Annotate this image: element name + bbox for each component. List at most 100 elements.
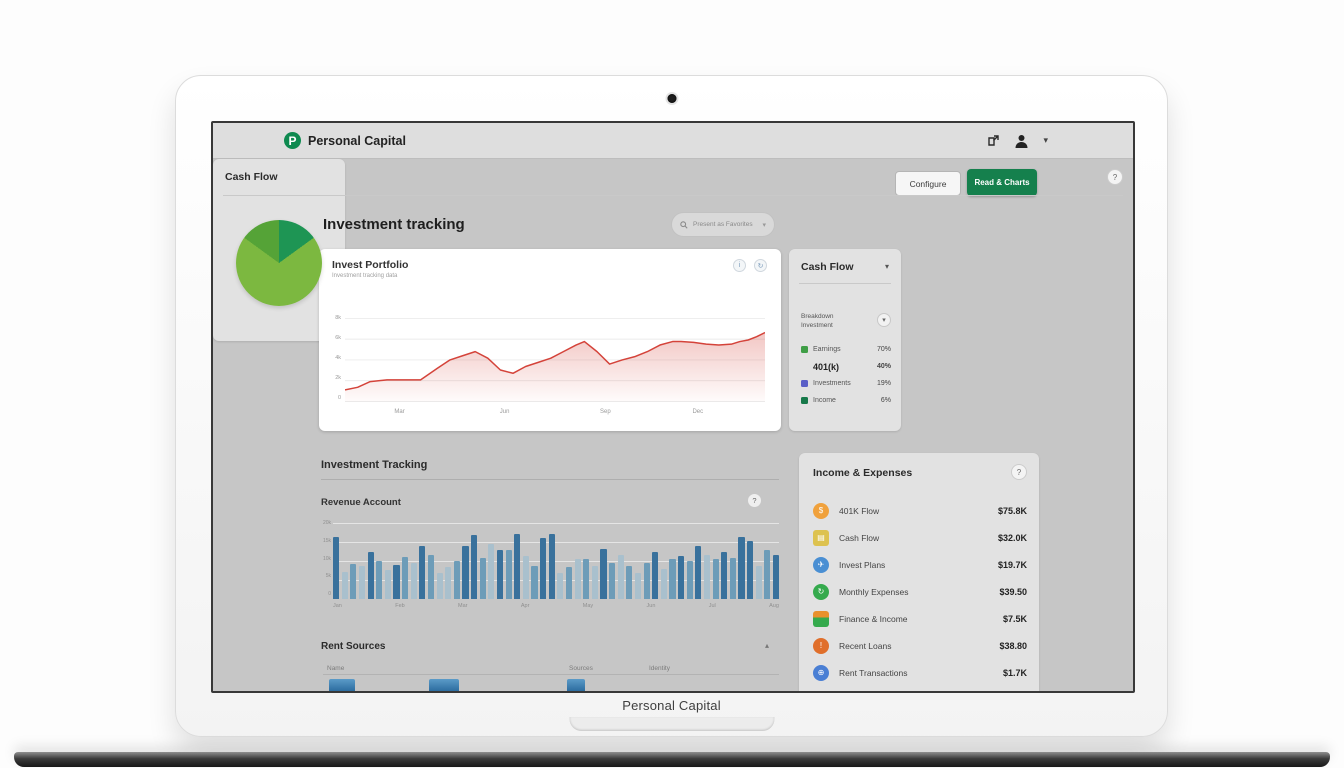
rent-sources-chevron-up-icon[interactable]: ▴ bbox=[765, 641, 770, 650]
coin-icon: $ bbox=[813, 502, 829, 519]
bar[interactable] bbox=[436, 573, 443, 599]
bar[interactable] bbox=[678, 556, 685, 599]
bar[interactable] bbox=[617, 554, 624, 599]
divider bbox=[321, 479, 779, 480]
income-row[interactable]: ⊕ Rent Transactions $1.7K bbox=[813, 659, 1027, 686]
bar[interactable] bbox=[747, 541, 754, 599]
income-row[interactable]: ✈ Invest Plans $19.7K bbox=[813, 551, 1027, 578]
bar[interactable] bbox=[445, 567, 452, 599]
bar[interactable] bbox=[462, 545, 469, 599]
column-header[interactable]: Name bbox=[327, 665, 345, 672]
income-row[interactable]: Finance & Income $7.5K bbox=[813, 605, 1027, 632]
bar[interactable] bbox=[453, 561, 460, 599]
bar[interactable] bbox=[341, 571, 348, 599]
cashflow-chevron-down-icon[interactable]: ▾ bbox=[884, 262, 889, 271]
refresh-icon[interactable]: ↻ bbox=[754, 259, 767, 272]
bar[interactable] bbox=[660, 568, 667, 599]
area-fill bbox=[345, 332, 765, 402]
bar[interactable] bbox=[514, 533, 521, 599]
search-input[interactable]: Present as Favorites ▾ bbox=[671, 212, 775, 237]
bar[interactable] bbox=[686, 561, 693, 599]
pie-help-badge[interactable]: ? bbox=[1107, 169, 1123, 185]
bar[interactable] bbox=[531, 565, 538, 599]
rent-sources-title: Rent Sources bbox=[321, 641, 386, 652]
portfolio-chart-card: Invest Portfolio Investment tracking dat… bbox=[319, 249, 781, 431]
bar[interactable] bbox=[471, 535, 478, 599]
bar[interactable] bbox=[738, 536, 745, 599]
configure-button[interactable]: Configure bbox=[895, 171, 961, 196]
bar[interactable] bbox=[669, 559, 676, 599]
breakdown-chevron-badge[interactable]: ▾ bbox=[877, 313, 891, 327]
bar[interactable] bbox=[703, 554, 710, 599]
income-row[interactable]: ↻ Monthly Expenses $39.50 bbox=[813, 578, 1027, 605]
bar[interactable] bbox=[333, 536, 340, 599]
bar[interactable] bbox=[427, 554, 434, 599]
income-help-badge[interactable]: ? bbox=[1011, 464, 1027, 480]
user-avatar-icon[interactable] bbox=[1014, 134, 1029, 148]
income-rows: $401K Flow $75.8K ▤ Cash Flow $32.0K ✈ Invest … bbox=[813, 497, 1027, 686]
legend-row: Income 6% bbox=[801, 392, 891, 409]
info-icon[interactable]: i bbox=[733, 259, 746, 272]
income-row[interactable]: ▤ Cash Flow $32.0K bbox=[813, 524, 1027, 551]
bar[interactable] bbox=[583, 559, 590, 599]
bar-x-axis: Jan Feb Mar Apr May Jun Jul Aug bbox=[333, 603, 779, 609]
bar[interactable] bbox=[358, 565, 365, 599]
income-row[interactable]: ! Recent Loans $38.80 bbox=[813, 632, 1027, 659]
bar[interactable] bbox=[393, 564, 400, 599]
brand[interactable]: P Personal Capital bbox=[284, 132, 406, 149]
bar[interactable] bbox=[652, 551, 659, 599]
bar[interactable] bbox=[600, 548, 607, 599]
bar[interactable] bbox=[376, 561, 383, 599]
income-row-value: $38.80 bbox=[999, 640, 1027, 651]
bar[interactable] bbox=[609, 562, 616, 599]
external-link-icon[interactable] bbox=[987, 134, 1000, 147]
bar[interactable] bbox=[479, 557, 486, 599]
bar[interactable] bbox=[410, 562, 417, 599]
bar[interactable] bbox=[643, 562, 650, 599]
read-charts-button[interactable]: Read & Charts bbox=[967, 169, 1037, 196]
bar[interactable] bbox=[565, 567, 572, 599]
cashflow-legend: Earnings 70% 401(k) 40% Investments 19% bbox=[801, 341, 891, 409]
bar[interactable] bbox=[634, 573, 641, 599]
cashflow-breakdown-label: Breakdown Investment bbox=[801, 313, 834, 329]
bar[interactable] bbox=[574, 559, 581, 599]
bar[interactable] bbox=[591, 565, 598, 599]
bar[interactable] bbox=[496, 550, 503, 599]
bar[interactable] bbox=[548, 533, 555, 599]
clipped-bar bbox=[429, 679, 459, 691]
bezel-brand-label: Personal Capital bbox=[622, 698, 721, 713]
bar[interactable] bbox=[419, 545, 426, 599]
bar[interactable] bbox=[350, 564, 357, 599]
income-expenses-panel: Income & Expenses ? $401K Flow $75.8K ▤ Cas… bbox=[799, 453, 1039, 691]
account-chevron-down-icon[interactable]: ▾ bbox=[1043, 135, 1048, 145]
bar[interactable] bbox=[402, 557, 409, 599]
bar[interactable] bbox=[772, 554, 779, 599]
bar[interactable] bbox=[729, 557, 736, 599]
clipped-bar-stubs bbox=[323, 679, 779, 691]
income-row-label: Recent Loans bbox=[839, 640, 892, 651]
bar[interactable] bbox=[695, 545, 702, 599]
bar[interactable] bbox=[557, 573, 564, 599]
bar[interactable] bbox=[540, 538, 547, 599]
bar[interactable] bbox=[384, 570, 391, 599]
bar[interactable] bbox=[505, 550, 512, 599]
bar-y-axis: 20k 15k 10k 5k 0 bbox=[322, 520, 331, 597]
bar[interactable] bbox=[712, 559, 719, 599]
top-navbar: P Personal Capital ▾ bbox=[213, 123, 1133, 159]
bar[interactable] bbox=[721, 551, 728, 599]
column-header[interactable]: Sources bbox=[569, 665, 593, 672]
income-row[interactable]: $401K Flow $75.8K bbox=[813, 497, 1027, 524]
bar[interactable] bbox=[755, 565, 762, 599]
column-header[interactable]: Identity bbox=[649, 665, 670, 672]
divider bbox=[323, 674, 779, 675]
bar[interactable] bbox=[522, 556, 529, 599]
income-row-value: $32.0K bbox=[997, 532, 1027, 543]
laptop-lid-notch bbox=[569, 717, 774, 731]
bar[interactable] bbox=[626, 565, 633, 599]
revenue-help-badge[interactable]: ? bbox=[747, 493, 762, 508]
bar[interactable] bbox=[367, 551, 374, 599]
search-chevron-icon: ▾ bbox=[762, 221, 766, 229]
bar[interactable] bbox=[764, 550, 771, 599]
laptop-base bbox=[14, 752, 1330, 767]
bar[interactable] bbox=[488, 544, 495, 599]
